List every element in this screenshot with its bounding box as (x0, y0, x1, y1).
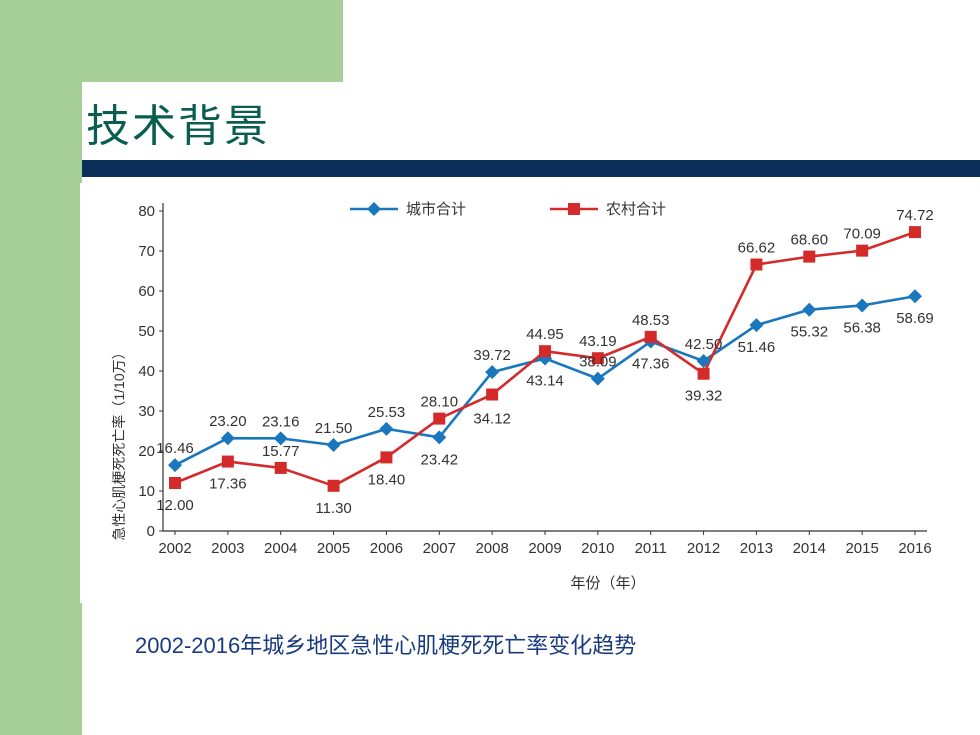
green-top-panel (82, 0, 343, 82)
x-tick-label: 2015 (845, 540, 878, 557)
rural-data-label: 39.32 (685, 388, 723, 405)
rural-data-label: 34.12 (473, 411, 511, 428)
urban-data-label: 23.42 (421, 451, 459, 468)
rural-point (380, 451, 393, 464)
x-tick-label: 2013 (740, 540, 773, 557)
chart-caption: 2002-2016年城乡地区急性心肌梗死死亡率变化趋势 (135, 633, 637, 658)
legend-label: 城市合计 (406, 201, 466, 218)
urban-point (590, 371, 605, 386)
x-axis-label: 年份（年） (570, 575, 645, 592)
title-divider-bar (82, 160, 980, 177)
legend-square-marker (568, 203, 580, 215)
urban-point (485, 365, 500, 380)
rural-data-label: 12.00 (156, 497, 194, 514)
rural-point (803, 250, 816, 263)
rural-data-label: 18.40 (368, 471, 406, 488)
rural-data-label: 74.72 (896, 207, 934, 224)
rural-data-label: 48.53 (632, 312, 670, 329)
rural-point (644, 330, 657, 343)
rural-data-label: 11.30 (315, 500, 351, 517)
legend-label: 农村合计 (606, 201, 666, 218)
urban-data-label: 56.38 (843, 319, 881, 336)
urban-point (855, 298, 870, 313)
urban-data-label: 23.20 (209, 413, 247, 430)
rural-point (221, 455, 234, 468)
rural-data-label: 70.09 (843, 226, 881, 243)
x-tick-label: 2014 (793, 540, 826, 557)
x-tick-label: 2007 (423, 540, 456, 557)
rural-data-label: 66.62 (738, 240, 776, 257)
urban-data-label: 23.16 (262, 413, 300, 430)
urban-point (696, 354, 711, 368)
x-tick-label: 2005 (317, 540, 350, 557)
y-tick-label: 30 (138, 403, 155, 420)
x-tick-label: 2008 (475, 540, 508, 557)
urban-point (802, 302, 817, 317)
rural-data-label: 43.19 (579, 333, 617, 350)
rural-data-label: 44.95 (526, 326, 564, 343)
urban-data-label: 25.53 (368, 404, 406, 421)
rural-data-label: 15.77 (262, 443, 300, 460)
urban-point (432, 430, 447, 445)
rural-point (169, 477, 181, 489)
urban-data-label: 51.46 (738, 339, 776, 356)
rural-point (327, 479, 340, 492)
line-chart: 0 10 20 30 40 50 60 70 80 2002 2003 2004 2005 2006 200… (80, 183, 980, 603)
x-tick-label: 2011 (635, 540, 667, 557)
green-side-panel (0, 0, 82, 735)
urban-data-label: 55.32 (791, 324, 829, 341)
x-tick-label: 2012 (687, 540, 720, 557)
urban-data-label: 58.69 (896, 310, 934, 327)
urban-point (908, 289, 922, 304)
urban-data-label: 38.09 (579, 354, 617, 371)
y-tick-label: 40 (138, 363, 155, 380)
rural-data-label: 17.36 (209, 476, 247, 493)
rural-data-label: 28.10 (421, 394, 459, 411)
x-tick-label: 2002 (158, 540, 191, 557)
x-tick-label: 2006 (370, 540, 403, 557)
urban-data-label: 39.72 (473, 347, 511, 364)
urban-point (220, 431, 235, 446)
urban-point (379, 421, 394, 436)
urban-data-label: 47.36 (632, 356, 670, 373)
x-tick-label: 2016 (898, 540, 931, 557)
x-tick-label: 2010 (581, 540, 614, 557)
urban-point (273, 431, 288, 446)
rural-point (539, 345, 551, 358)
rural-point (486, 388, 499, 401)
rural-point (591, 352, 604, 365)
urban-data-label: 42.50 (685, 336, 723, 353)
y-tick-label: 80 (138, 203, 155, 220)
rural-point (909, 226, 921, 239)
y-tick-label: 10 (138, 483, 155, 500)
chart-area: 0 10 20 30 40 50 60 70 80 2002 2003 2004 2005 2006 200… (80, 183, 980, 603)
rural-point (697, 367, 710, 380)
rural-data-label: 68.60 (791, 232, 829, 249)
y-tick-label: 0 (147, 523, 155, 540)
y-tick-label: 50 (138, 323, 155, 340)
rural-point (433, 412, 446, 425)
x-tick-label: 2004 (264, 540, 297, 557)
slide-title: 技术背景 (86, 101, 270, 152)
legend-diamond-marker (367, 202, 381, 216)
y-tick-label: 20 (138, 443, 155, 460)
rural-point (750, 258, 763, 271)
y-axis-label: 急性心肌梗死死亡率（1/10万） (111, 345, 127, 540)
urban-data-label: 43.14 (526, 372, 564, 389)
urban-point (326, 438, 341, 452)
rural-point (856, 244, 869, 257)
x-tick-label: 2003 (211, 540, 244, 557)
urban-data-label: 21.50 (315, 420, 353, 437)
y-tick-label: 70 (138, 243, 155, 260)
rural-point (274, 461, 287, 474)
y-tick-label: 60 (138, 283, 155, 300)
x-tick-label: 2009 (528, 540, 561, 557)
urban-point (168, 458, 182, 473)
urban-point (749, 318, 764, 333)
urban-data-label: 16.46 (156, 440, 194, 457)
